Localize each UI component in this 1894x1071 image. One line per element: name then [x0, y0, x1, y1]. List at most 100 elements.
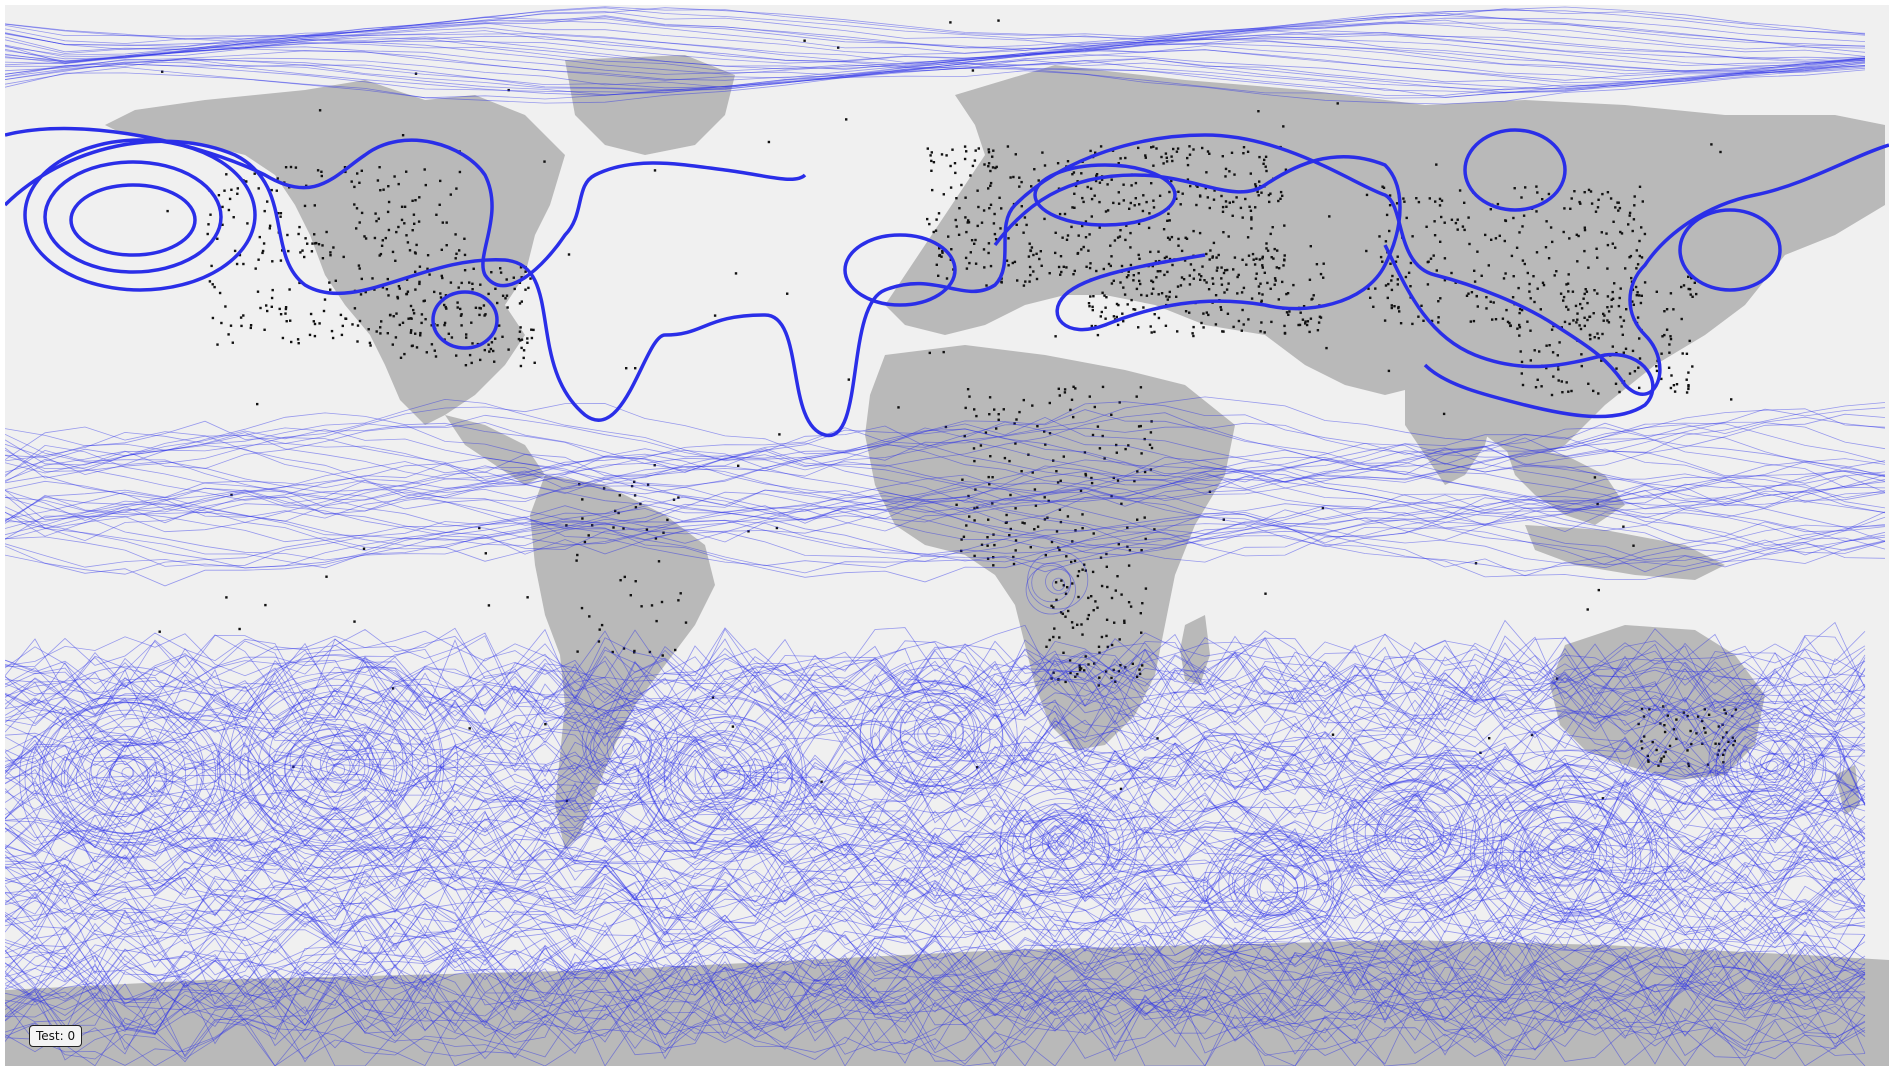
site-marker — [1237, 273, 1240, 277]
site-marker — [239, 316, 243, 319]
site-marker — [1614, 382, 1618, 385]
site-marker — [1257, 110, 1260, 113]
site-marker — [522, 349, 526, 352]
site-marker — [968, 261, 971, 265]
site-marker — [362, 547, 366, 550]
site-marker — [1245, 263, 1248, 266]
site-marker — [1589, 190, 1593, 193]
site-marker — [211, 283, 214, 286]
site-marker — [1685, 378, 1688, 381]
site-marker — [1687, 764, 1691, 768]
site-marker — [357, 264, 361, 267]
site-marker — [376, 179, 380, 182]
site-marker — [987, 165, 990, 168]
site-marker — [231, 341, 234, 344]
site-marker — [1443, 279, 1447, 282]
site-marker — [379, 189, 382, 192]
site-marker — [932, 161, 936, 164]
site-marker — [543, 160, 546, 163]
site-marker — [1168, 190, 1171, 194]
site-marker — [1562, 230, 1565, 234]
contour-line-mid — [5, 484, 1886, 548]
site-marker — [1669, 337, 1673, 341]
site-marker — [1102, 267, 1105, 271]
site-marker — [353, 203, 356, 206]
site-marker — [1367, 287, 1370, 290]
contour-eddy — [925, 722, 953, 748]
site-marker — [1097, 645, 1101, 648]
contour-line-south — [5, 754, 1866, 832]
site-marker — [1561, 391, 1564, 394]
site-marker — [1083, 669, 1086, 672]
site-marker — [412, 308, 415, 312]
site-marker — [375, 219, 378, 223]
site-marker — [1685, 352, 1689, 355]
contour-line-north — [5, 48, 1866, 81]
site-marker — [1073, 206, 1076, 209]
site-marker — [1442, 412, 1446, 416]
site-marker — [1655, 748, 1658, 752]
site-marker — [1220, 194, 1223, 198]
site-marker — [1103, 457, 1106, 460]
site-marker — [1219, 306, 1222, 309]
site-marker — [1601, 797, 1605, 800]
site-marker — [1420, 304, 1423, 307]
site-marker — [1628, 256, 1631, 259]
site-marker — [1570, 389, 1573, 393]
site-marker — [1438, 204, 1442, 207]
contour-line-south — [5, 731, 1866, 810]
site-marker — [1606, 295, 1610, 298]
site-marker — [1071, 540, 1074, 543]
site-marker — [1265, 242, 1268, 245]
site-marker — [478, 526, 481, 530]
site-marker — [1524, 186, 1527, 189]
site-marker — [991, 155, 994, 158]
site-marker — [433, 349, 436, 352]
site-marker — [1189, 184, 1192, 188]
site-marker — [1254, 277, 1258, 280]
site-marker — [957, 233, 961, 236]
site-marker — [949, 258, 952, 261]
site-marker — [1643, 232, 1647, 236]
site-marker — [1009, 527, 1012, 531]
contour-eddy — [1537, 829, 1595, 880]
site-marker — [420, 321, 423, 325]
site-marker — [1166, 270, 1169, 274]
site-marker — [387, 294, 390, 297]
site-marker — [1397, 305, 1400, 309]
site-marker — [389, 313, 392, 317]
site-marker — [410, 329, 413, 332]
site-marker — [1033, 488, 1037, 491]
site-marker — [460, 281, 463, 285]
site-marker — [1587, 188, 1591, 192]
site-marker — [1492, 301, 1495, 304]
site-marker — [1635, 267, 1638, 270]
site-marker — [1496, 202, 1500, 206]
site-marker — [285, 320, 288, 323]
site-marker — [418, 282, 421, 286]
site-marker — [328, 281, 331, 284]
site-marker — [967, 221, 971, 224]
site-marker — [420, 313, 424, 316]
site-marker — [1301, 318, 1305, 321]
site-marker — [1183, 259, 1187, 262]
site-marker — [1136, 518, 1139, 521]
test-counter-label[interactable]: Test: 0 — [29, 1025, 83, 1047]
site-marker — [1028, 265, 1032, 269]
contour-line-south — [5, 635, 1866, 709]
site-marker — [1100, 584, 1104, 588]
site-marker — [1116, 323, 1120, 327]
site-marker — [1266, 249, 1270, 252]
site-marker — [988, 396, 992, 399]
site-marker — [470, 321, 473, 324]
site-marker — [1669, 292, 1673, 295]
site-marker — [1521, 259, 1525, 262]
site-marker — [1675, 737, 1678, 741]
contour-line-north — [5, 58, 1866, 91]
site-marker — [597, 640, 601, 643]
contour-line-south — [5, 783, 1866, 858]
site-marker — [290, 340, 293, 344]
site-marker — [1110, 282, 1114, 285]
world-map[interactable]: Test: 0 — [5, 5, 1889, 1066]
site-marker — [401, 321, 405, 324]
